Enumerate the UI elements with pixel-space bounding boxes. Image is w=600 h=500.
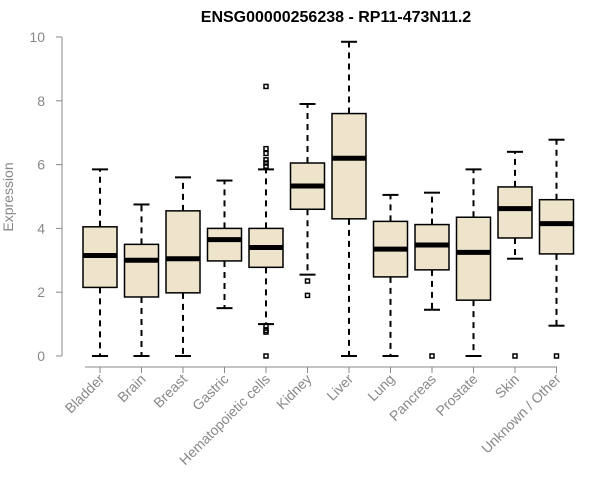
outlier-point: [429, 353, 435, 359]
outlier-point: [304, 292, 311, 299]
y-tick-label: 4: [37, 220, 45, 236]
y-tick-label: 6: [37, 157, 45, 173]
y-tick-label: 8: [37, 93, 45, 109]
x-tick-label: Unknown / Other: [478, 371, 564, 457]
boxes: [82, 40, 575, 359]
x-tick-label: Lung: [364, 371, 397, 404]
box: [538, 198, 575, 255]
outlier-point: [263, 163, 269, 169]
outlier-point: [263, 83, 269, 90]
x-tick-label: Breast: [150, 371, 190, 411]
x-tick-label: Brain: [114, 371, 148, 405]
outlier-point: [553, 353, 560, 359]
outlier-point: [263, 329, 269, 335]
box: [123, 243, 160, 298]
chart-title: ENSG00000256238 - RP11-473N11.2: [201, 9, 472, 26]
outlier-point: [263, 160, 269, 166]
x-tick-label: Prostate: [432, 371, 480, 419]
box-group: [206, 179, 243, 310]
outlier-point: [304, 278, 311, 284]
x-tick-label: Liver: [323, 371, 356, 404]
outlier-point: [263, 322, 269, 329]
box-group: [497, 150, 533, 359]
y-tick-label: 0: [37, 348, 45, 364]
box-group: [414, 191, 450, 359]
outlier-point: [263, 353, 269, 359]
outlier-point: [512, 353, 518, 359]
box-group: [331, 40, 367, 357]
box-group: [372, 193, 409, 357]
outlier-point: [263, 157, 269, 163]
box: [497, 186, 533, 239]
box: [331, 112, 367, 220]
box: [206, 227, 243, 262]
outlier-point: [263, 150, 269, 157]
box: [165, 210, 201, 294]
y-tick-label: 2: [37, 284, 45, 300]
box: [455, 216, 492, 301]
y-axis-label: Expression: [0, 162, 16, 231]
y-ticks: 0 2 4 6 8 10: [29, 29, 62, 364]
y-tick-label: 10: [29, 29, 45, 45]
x-tick-label: Kidney: [273, 371, 315, 413]
x-tick-label: Skin: [492, 371, 523, 402]
box-group: [123, 203, 160, 357]
box-group: [455, 168, 492, 357]
box-group: [538, 138, 575, 359]
x-tick-label: Bladder: [62, 371, 108, 417]
box-group: [289, 102, 326, 299]
outlier-point: [263, 145, 269, 152]
box-group: [248, 83, 284, 359]
box-group: [82, 168, 118, 357]
box-group: [165, 176, 201, 357]
